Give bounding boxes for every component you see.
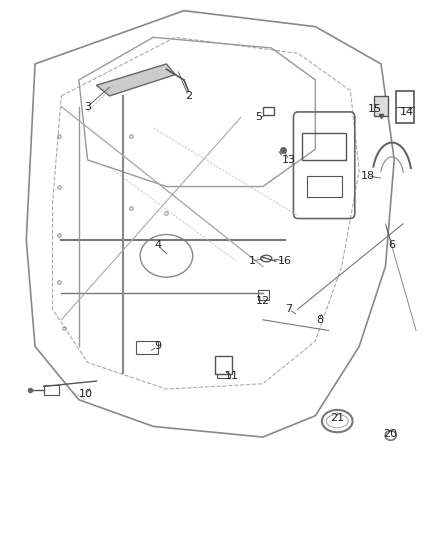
Polygon shape [96,64,175,96]
Text: 20: 20 [383,430,397,439]
Text: 11: 11 [225,371,239,381]
Text: 1: 1 [248,256,255,266]
Bar [302,133,346,160]
Bar [215,356,232,374]
Text: 21: 21 [330,414,344,423]
Bar [258,290,269,300]
Bar [217,374,230,378]
Text: 18: 18 [361,171,375,181]
Bar [307,176,342,197]
Bar [44,385,59,395]
Text: 14: 14 [400,107,414,117]
Text: 16: 16 [278,256,292,266]
Text: 2: 2 [185,91,192,101]
Text: 3: 3 [84,102,91,111]
Text: 10: 10 [78,390,92,399]
Text: 12: 12 [256,296,270,306]
Text: 7: 7 [286,304,293,314]
Bar [396,91,414,123]
Text: 4: 4 [154,240,161,250]
Text: 6: 6 [389,240,396,250]
Bar [263,107,274,115]
Text: 5: 5 [255,112,262,122]
Text: 13: 13 [282,155,296,165]
Bar [374,96,388,116]
Text: 8: 8 [316,315,323,325]
Text: 9: 9 [154,342,161,351]
Bar [136,341,158,354]
Text: 15: 15 [367,104,381,114]
